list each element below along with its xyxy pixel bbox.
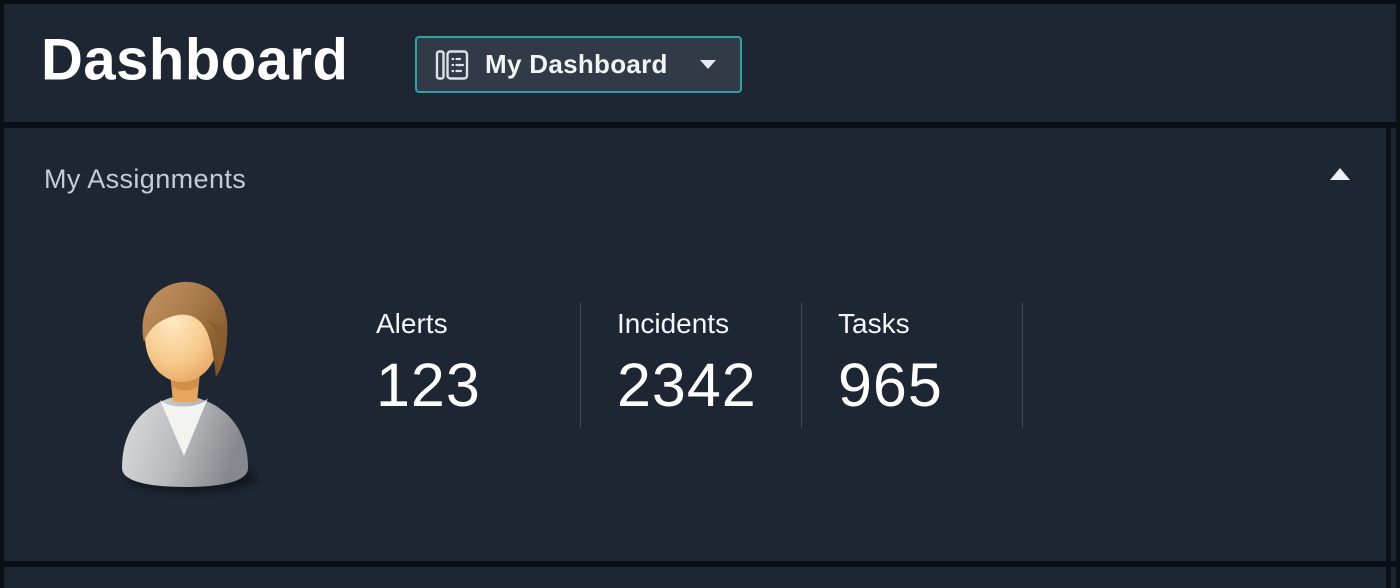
person-avatar-icon: [108, 276, 260, 498]
collapse-panel-button[interactable]: [1320, 158, 1360, 190]
stat-alerts[interactable]: Alerts 123: [360, 302, 581, 428]
stat-value: 2342: [617, 351, 757, 419]
next-panel-edge: [4, 567, 1386, 588]
scrollbar-track[interactable]: [1391, 128, 1396, 561]
stat-incidents[interactable]: Incidents 2342: [581, 302, 802, 428]
stat-label: Alerts: [376, 308, 448, 339]
dashboard-selector-label: My Dashboard: [485, 49, 668, 79]
stat-value: 965: [838, 351, 943, 419]
chevron-down-icon: [700, 60, 716, 69]
my-assignments-panel: My Assignments: [4, 128, 1386, 561]
chevron-up-icon: [1330, 168, 1350, 180]
stat-value: 123: [376, 351, 481, 419]
scrollbar-track-lower[interactable]: [1391, 567, 1396, 588]
stat-label: Tasks: [838, 308, 910, 339]
page-title: Dashboard: [41, 27, 349, 93]
dashboard-panels-icon: [435, 49, 469, 81]
assignment-stats: Alerts 123 Incidents 2342 Tasks 965: [360, 302, 1023, 428]
stat-tasks[interactable]: Tasks 965: [802, 302, 1023, 428]
dashboard-selector-button[interactable]: My Dashboard: [415, 36, 742, 93]
panel-title: My Assignments: [44, 164, 247, 194]
header: Dashboard My Dashboard: [4, 4, 1396, 122]
stat-label: Incidents: [617, 308, 730, 339]
